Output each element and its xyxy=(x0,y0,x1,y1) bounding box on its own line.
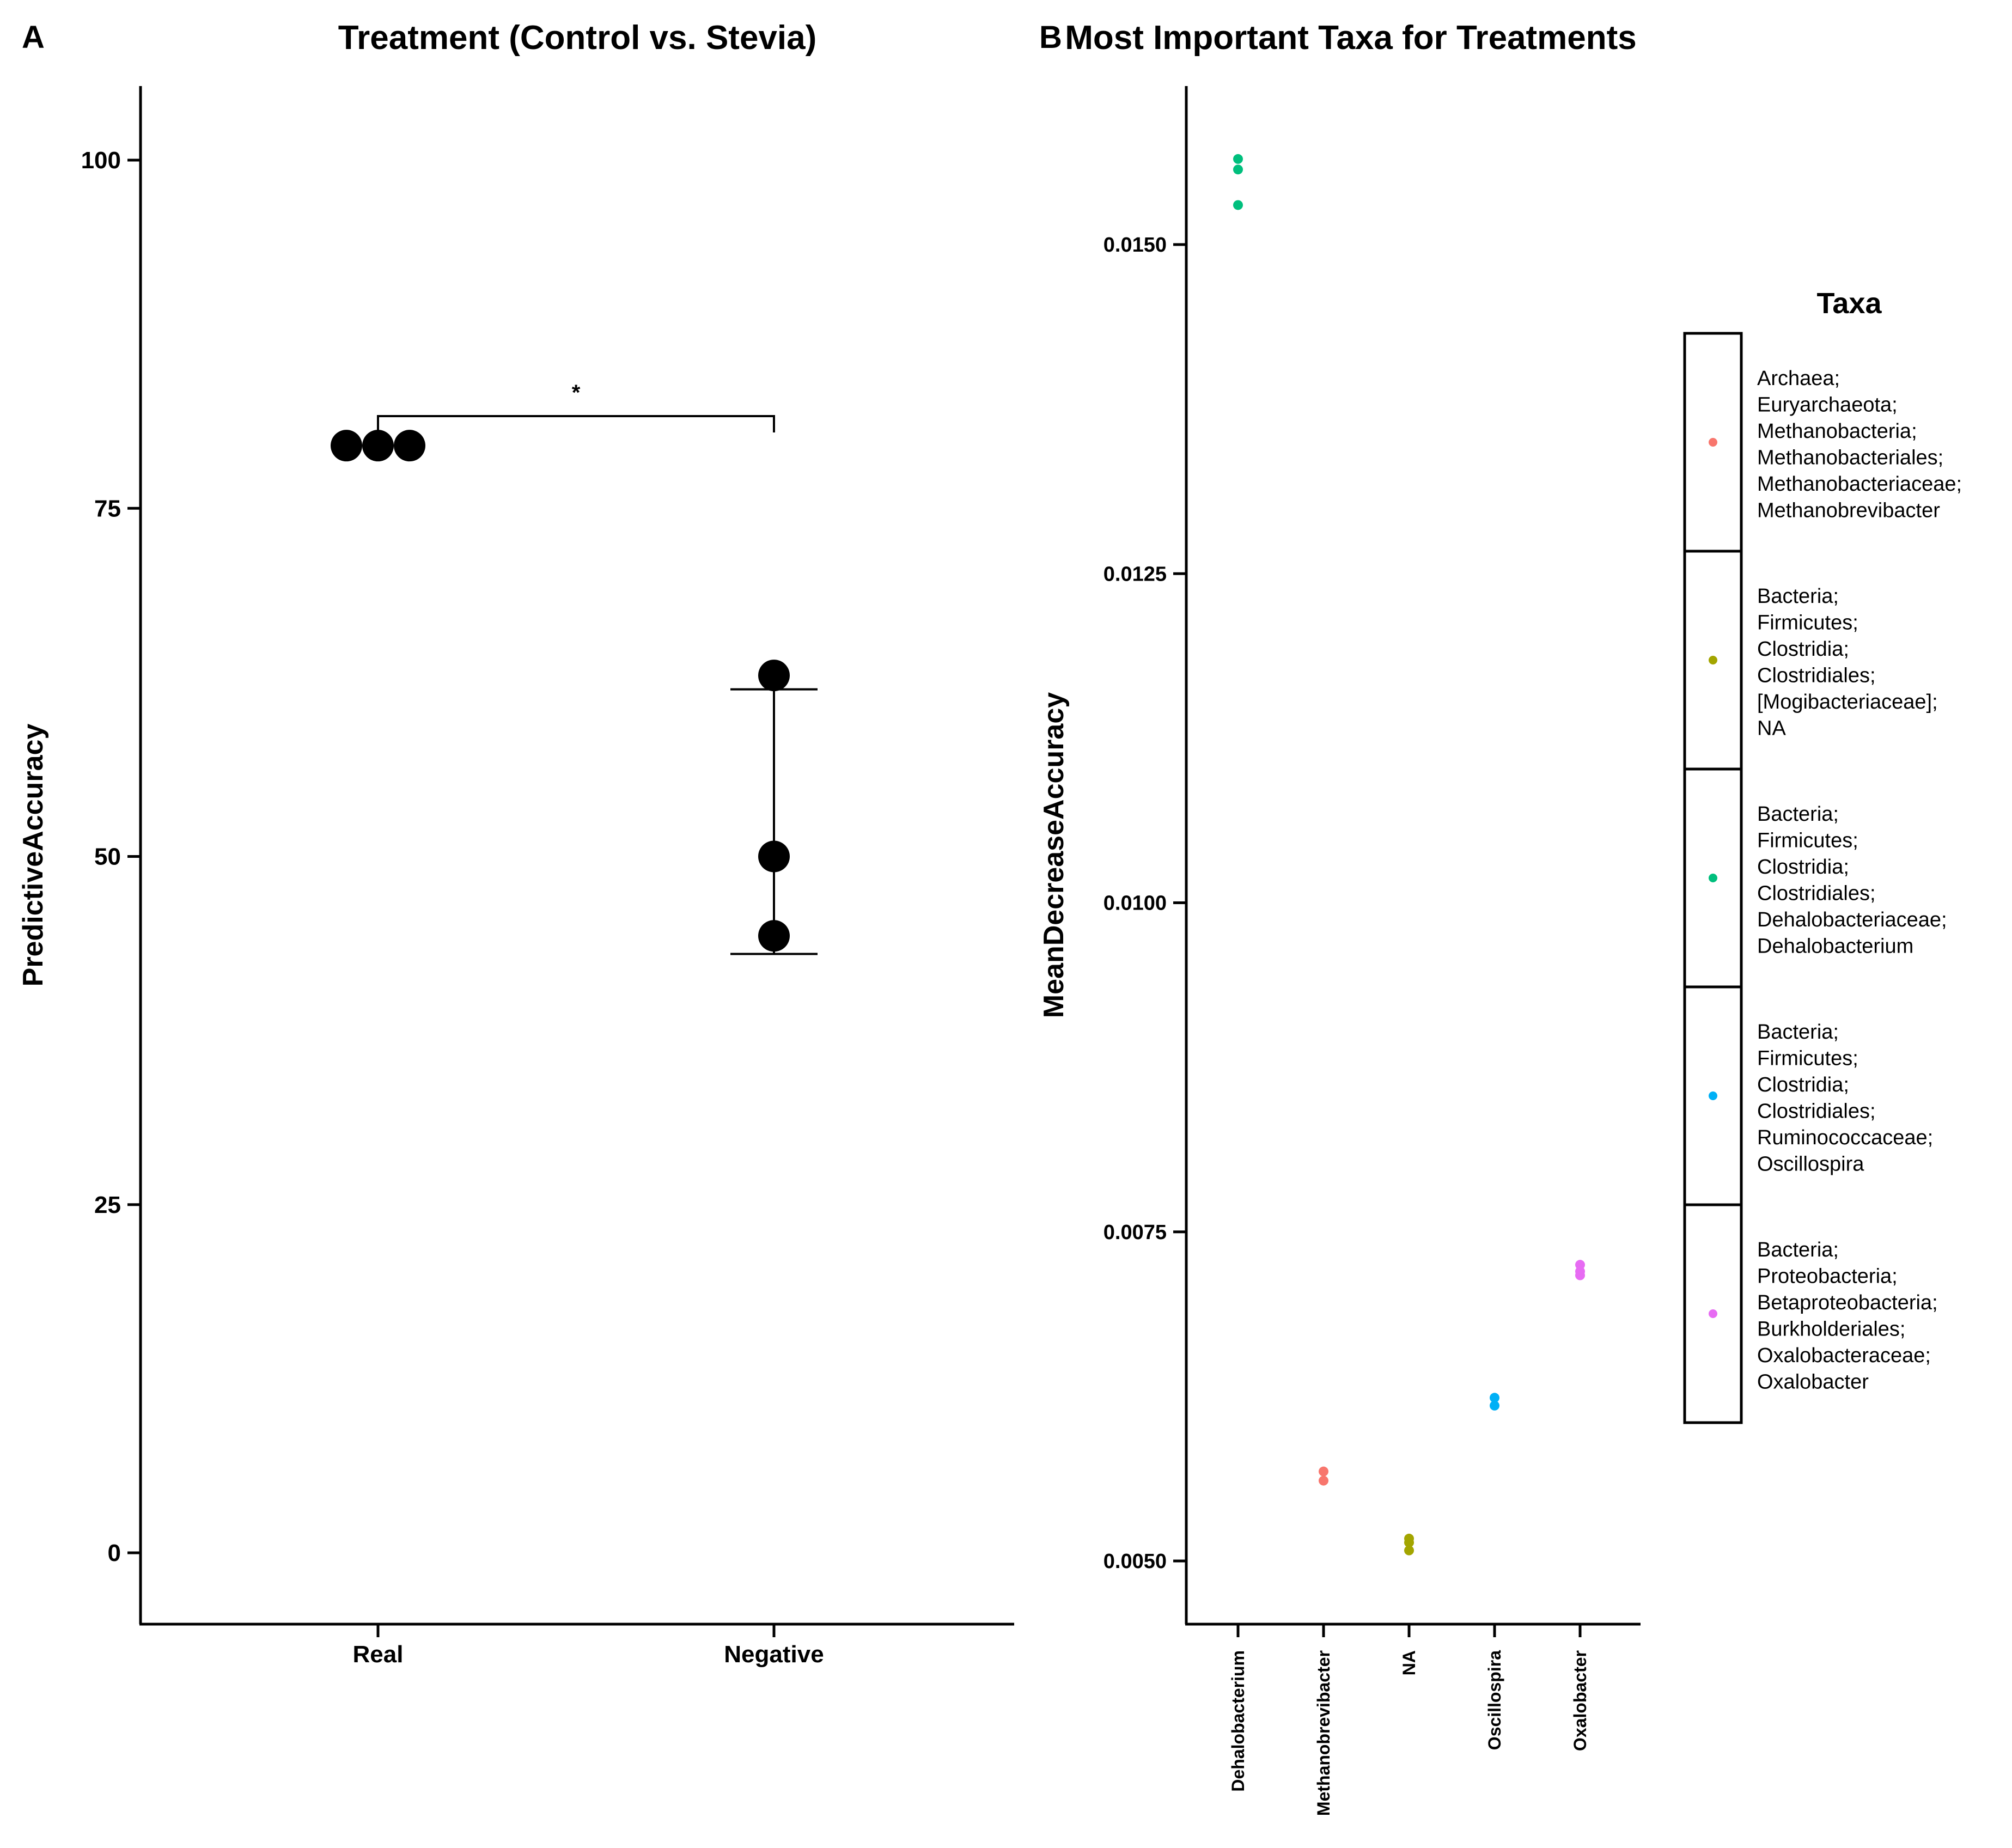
x-tick-label: Methanobrevibacter xyxy=(1314,1650,1333,1816)
legend-label: Bacteria; Firmicutes; Clostridia; Clostridi… xyxy=(1757,803,1947,958)
legend-label-line: Betaproteobacteria; xyxy=(1757,1291,1938,1314)
panel-a-title: Treatment (Control vs. Stevia) xyxy=(338,19,817,57)
panel-b: B Most Important Taxa for Treatments Mea… xyxy=(1038,19,1641,1816)
legend-label-line: Bacteria; xyxy=(1757,803,1839,826)
legend-label-line: Methanobacteriales; xyxy=(1757,447,1943,469)
legend-label-line: Oxalobacter xyxy=(1757,1371,1869,1394)
legend-label-line: Firmicutes; xyxy=(1757,830,1858,852)
significance-bracket xyxy=(377,415,775,432)
legend-key-dot xyxy=(1709,656,1717,664)
panel-b-marks xyxy=(1233,154,1585,1556)
panel-b-y-axis-title: MeanDecreaseAccuracy xyxy=(1038,692,1070,1018)
x-tick-label: Dehalobacterium xyxy=(1228,1650,1248,1792)
legend-title: Taxa xyxy=(1816,287,1882,320)
data-point xyxy=(1575,1270,1585,1280)
legend-label-line: Methanobacteriaceae; xyxy=(1757,473,1962,496)
data-point xyxy=(758,840,790,873)
legend-label-line: Euryarchaeota; xyxy=(1757,394,1898,417)
data-point xyxy=(758,660,790,692)
data-point xyxy=(1319,1475,1328,1486)
panel-b-title: Most Important Taxa for Treatments xyxy=(1065,19,1637,57)
x-tick-label: Real xyxy=(353,1641,404,1668)
data-point xyxy=(1319,1466,1328,1477)
data-point xyxy=(758,920,790,952)
legend-label-line: Bacteria; xyxy=(1757,585,1839,608)
legend-items: Archaea; Euryarchaeota; Methanobacteria; Me… xyxy=(1683,332,1962,1424)
legend-label: Archaea; Euryarchaeota; Methanobacteria; Me… xyxy=(1757,367,1962,522)
legend-key-dot xyxy=(1709,438,1717,447)
panel-b-letter: B xyxy=(1039,20,1062,55)
legend-label-line: Dehalobacterium xyxy=(1757,935,1913,958)
legend-label-line: Bacteria; xyxy=(1757,1021,1839,1044)
data-point xyxy=(1490,1400,1499,1411)
legend-label-line: Clostridia; xyxy=(1757,1074,1849,1096)
legend-label-line: Burkholderiales; xyxy=(1757,1318,1905,1341)
legend-key-box xyxy=(1683,1203,1743,1424)
x-tick-label: Negative xyxy=(724,1641,824,1668)
legend-label-line: Clostridia; xyxy=(1757,638,1849,661)
panel-a-letter: A xyxy=(22,20,45,55)
legend-key-dot xyxy=(1709,874,1717,882)
panel-a-x-ticks: Real Negative xyxy=(353,1624,824,1668)
data-point xyxy=(1233,154,1243,164)
legend-label-line: Dehalobacteriaceae; xyxy=(1757,908,1947,931)
legend: Taxa Archaea; Euryarchaeota; Methanobacter… xyxy=(1683,287,1962,1424)
x-tick-label: Oscillospira xyxy=(1485,1650,1504,1750)
legend-label-line: Oxalobacteraceae; xyxy=(1757,1344,1931,1367)
legend-label-line: NA xyxy=(1757,717,1786,740)
y-tick-label: 75 xyxy=(94,495,121,522)
legend-label-line: Clostridiales; xyxy=(1757,664,1876,687)
panel-a-marks: * xyxy=(331,381,818,955)
y-tick-label: 0 xyxy=(108,1540,121,1566)
panel-a-y-ticks: 0 25 50 75 100 xyxy=(81,147,141,1566)
y-tick-label: 50 xyxy=(94,844,121,870)
legend-label-line: Methanobacteria; xyxy=(1757,420,1917,443)
data-point xyxy=(1490,1393,1499,1403)
legend-label-line: Firmicutes; xyxy=(1757,612,1858,635)
x-tick-label: NA xyxy=(1399,1650,1419,1675)
legend-label-line: Archaea; xyxy=(1757,367,1840,390)
y-tick-label: 0.0150 xyxy=(1103,234,1167,257)
panel-a-y-axis-title: PredictiveAccuracy xyxy=(17,724,49,987)
data-point xyxy=(394,430,425,462)
y-tick-label: 0.0075 xyxy=(1103,1221,1167,1244)
legend-label-line: Firmicutes; xyxy=(1757,1047,1858,1070)
y-tick-label: 0.0050 xyxy=(1103,1550,1167,1573)
y-tick-label: 100 xyxy=(81,147,121,174)
data-point xyxy=(1404,1538,1414,1548)
legend-label-line: Clostridiales; xyxy=(1757,882,1876,905)
legend-label-line: Oscillospira xyxy=(1757,1153,1864,1176)
panel-b-x-ticks: Dehalobacterium Methanobrevibacter NA Oscil… xyxy=(1228,1624,1590,1816)
legend-label-line: Methanobrevibacter xyxy=(1757,499,1940,522)
legend-label: Bacteria; Firmicutes; Clostridia; Clostridi… xyxy=(1757,585,1938,740)
y-tick-label: 25 xyxy=(94,1192,121,1218)
y-tick-label: 0.0125 xyxy=(1103,563,1167,585)
data-point xyxy=(1233,164,1243,175)
significance-label: * xyxy=(572,381,581,405)
legend-label-line: Ruminococcaceae; xyxy=(1757,1126,1933,1149)
legend-label: Bacteria; Proteobacteria; Betaproteobacter… xyxy=(1757,1239,1938,1394)
data-point xyxy=(331,430,362,462)
x-tick-label: Oxalobacter xyxy=(1570,1650,1590,1751)
legend-key-dot xyxy=(1709,1091,1717,1100)
y-tick-label: 0.0100 xyxy=(1103,892,1167,915)
legend-label-line: Proteobacteria; xyxy=(1757,1265,1898,1288)
data-point xyxy=(1404,1545,1414,1556)
data-point xyxy=(362,430,394,462)
panel-b-y-ticks: 0.0050 0.0075 0.0100 0.0125 0.0150 xyxy=(1103,234,1186,1573)
legend-label: Bacteria; Firmicutes; Clostridia; Clostridi… xyxy=(1757,1021,1933,1176)
data-point xyxy=(1233,200,1243,210)
legend-key-dot xyxy=(1709,1309,1717,1318)
legend-label-line: Bacteria; xyxy=(1757,1239,1839,1261)
legend-label-line: [Mogibacteriaceae]; xyxy=(1757,691,1938,713)
panel-a: A Treatment (Control vs. Stevia) Predict… xyxy=(17,19,1014,1668)
legend-label-line: Clostridiales; xyxy=(1757,1100,1876,1123)
legend-label-line: Clostridia; xyxy=(1757,856,1849,879)
